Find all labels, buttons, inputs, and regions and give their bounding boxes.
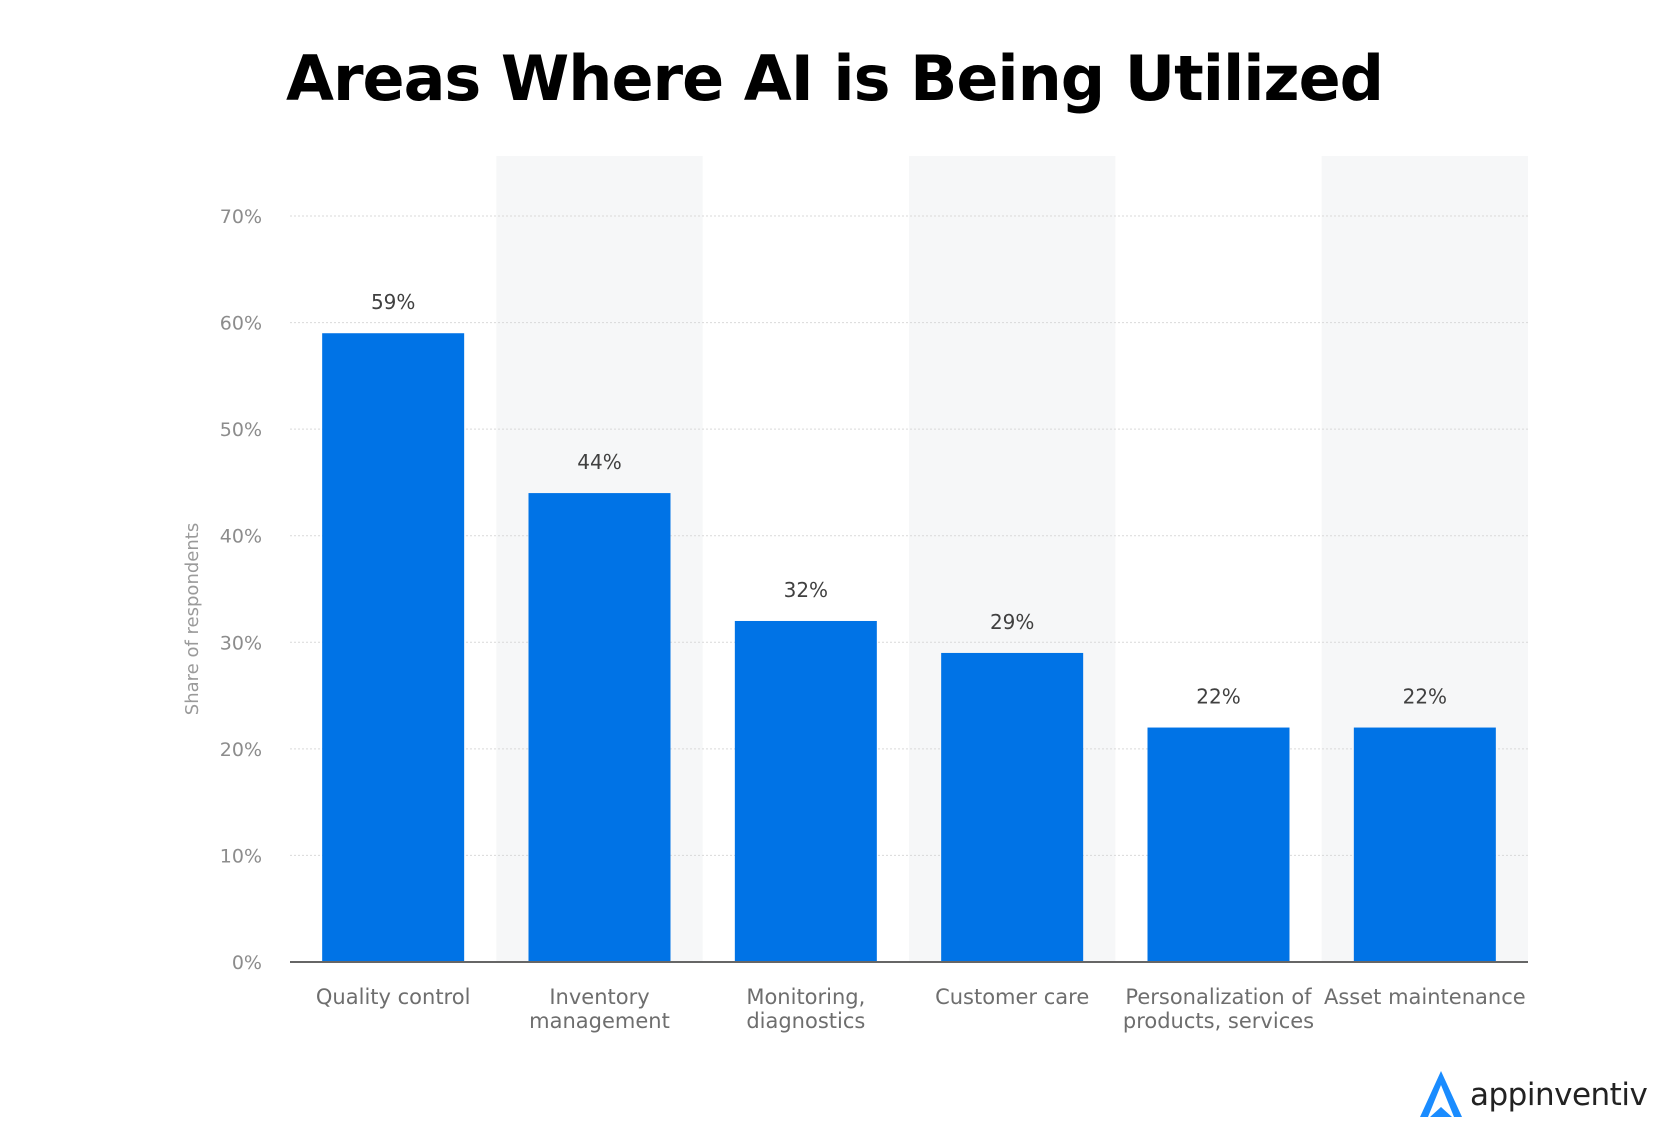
y-tick-label: 10% [220,845,262,867]
bar [1147,727,1290,962]
y-tick-label: 0% [232,952,262,974]
y-tick-label: 40% [220,526,262,548]
value-label: 32% [784,578,828,602]
category-label: Monitoring, [746,985,865,1009]
appinventiv-logo-icon [1420,1071,1462,1117]
bar [528,493,671,962]
category-label: products, services [1123,1009,1314,1033]
bars [322,333,1496,962]
page-title: Areas Where AI is Being Utilized [285,42,1384,115]
category-label: Customer care [935,985,1089,1009]
y-tick-label: 70% [220,206,262,228]
category-label: management [529,1009,670,1033]
value-labels: 59% 44% 32% 29% 22% 22% [371,290,1447,708]
brand-logo: appinventiv [1416,1066,1648,1124]
value-label: 59% [371,290,415,314]
bar [941,652,1084,962]
value-label: 22% [1196,685,1240,709]
brand-name: appinventiv [1470,1077,1648,1113]
y-tick-label: 50% [220,419,262,441]
y-axis-label: Share of respondents [182,523,203,715]
y-axis-ticks: 0% 10% 20% 30% 40% 50% 60% 70% [220,206,262,974]
y-tick-label: 60% [220,313,262,335]
category-label: diagnostics [746,1009,865,1033]
value-label: 44% [577,450,621,474]
category-label: Asset maintenance [1324,985,1526,1009]
value-label: 22% [1403,685,1447,709]
category-label: Inventory [549,985,649,1009]
bar [734,620,877,962]
y-tick-label: 20% [220,739,262,761]
y-tick-label: 30% [220,632,262,654]
bar [1353,727,1496,962]
bar [322,333,465,962]
category-label: Personalization of [1125,985,1312,1009]
value-label: 29% [990,610,1034,634]
category-label: Quality control [316,985,471,1009]
